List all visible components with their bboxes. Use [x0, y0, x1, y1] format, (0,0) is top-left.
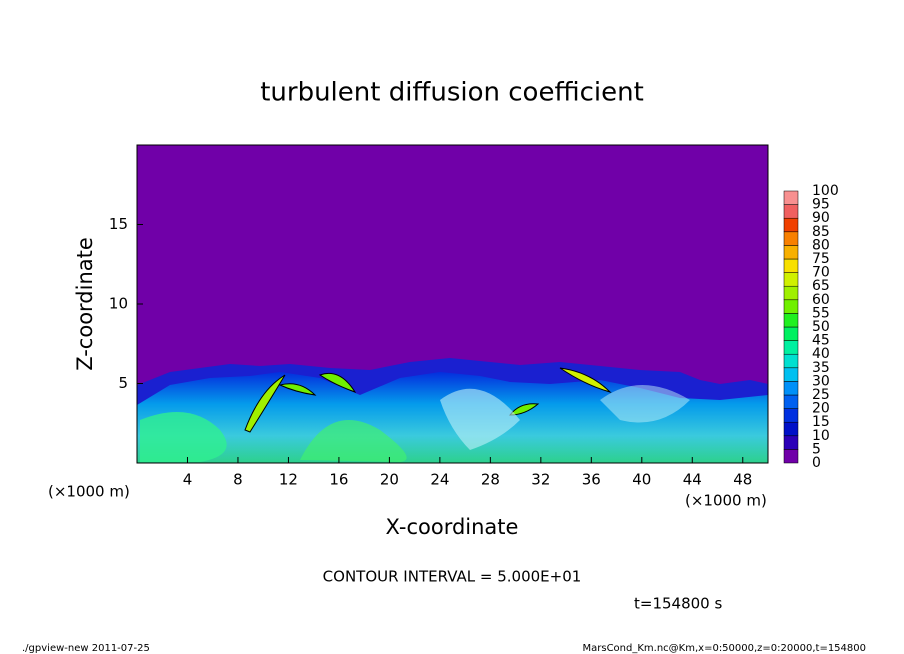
colorbar-label: 100 [812, 183, 839, 199]
colorbar-cell [783, 381, 799, 396]
colorbar-label: 60 [812, 292, 830, 308]
x-tick-label: 8 [233, 471, 243, 489]
colorbar-label: 95 [812, 197, 830, 213]
x-tick-label: 36 [582, 471, 601, 489]
x-tick-label: 40 [632, 471, 651, 489]
colorbar-cell [783, 190, 799, 205]
colorbar-cell [783, 272, 799, 287]
colorbar-cell [783, 421, 799, 437]
colorbar-label: 75 [812, 251, 830, 267]
colorbar-cell [783, 367, 799, 382]
colorbar-label: 85 [812, 224, 830, 240]
contour-interval: CONTOUR INTERVAL = 5.000E+01 [323, 568, 582, 586]
colorbar-label: 55 [812, 305, 830, 321]
x-unit: (×1000 m) [48, 483, 130, 501]
colorbar-label: 50 [812, 319, 830, 335]
x-unit: (×1000 m) [685, 492, 767, 510]
y-tick-label: 5 [118, 374, 128, 392]
colorbar-cell [783, 435, 799, 450]
colorbar-cell [783, 285, 799, 301]
colorbar-label: 90 [812, 210, 830, 226]
colorbar-label: 15 [812, 414, 830, 430]
chart-title: turbulent diffusion coefficient [260, 78, 644, 108]
colorbar-label: 45 [812, 333, 830, 349]
colorbar-cell [783, 394, 799, 409]
colorbar-cell [783, 258, 799, 273]
x-tick-label: 16 [329, 471, 348, 489]
colorbar-cell [783, 299, 799, 314]
x-tick-label: 12 [279, 471, 298, 489]
x-tick-label: 4 [183, 471, 193, 489]
y-axis-title: Z-coordinate [73, 237, 97, 371]
colorbar-cell [783, 449, 799, 464]
colorbar-cell [783, 353, 799, 369]
colorbar-cell [783, 217, 799, 233]
colorbar-cell [783, 313, 799, 328]
x-tick-label: 24 [430, 471, 449, 489]
time-label: t=154800 s [634, 595, 722, 613]
x-tick-label: 48 [733, 471, 752, 489]
colorbar-label: 30 [812, 373, 830, 389]
colorbar-label: 70 [812, 265, 830, 281]
colorbar-label: 35 [812, 360, 830, 376]
colorbar-cell [783, 326, 799, 341]
footer: ./gpview-new 2011-07-25 [22, 643, 150, 654]
colorbar-label: 20 [812, 401, 830, 417]
colorbar-label: 80 [812, 237, 830, 253]
colorbar-label: 10 [812, 428, 830, 444]
colorbar-cell [783, 231, 799, 246]
colorbar-label: 65 [812, 278, 830, 294]
x-tick-label: 20 [380, 471, 399, 489]
colorbar-cell [783, 408, 799, 423]
colorbar-cell [783, 340, 799, 355]
colorbar-label: 40 [812, 346, 830, 362]
x-tick-label: 44 [683, 471, 702, 489]
y-tick-label: 10 [109, 295, 128, 313]
colorbar-label: 25 [812, 387, 830, 403]
colorbar-cell [783, 204, 799, 219]
footer: MarsCond_Km.nc@Km,x=0:50000,z=0:20000,t=… [583, 643, 867, 654]
colorbar-label: 0 [812, 455, 821, 471]
field [137, 358, 768, 463]
colorbar-label: 5 [812, 441, 821, 457]
colorbar-cell [783, 245, 799, 260]
y-tick-label: 15 [109, 215, 128, 233]
x-axis-title: X-coordinate [386, 515, 519, 539]
x-tick-label: 28 [481, 471, 500, 489]
x-tick-label: 32 [531, 471, 550, 489]
